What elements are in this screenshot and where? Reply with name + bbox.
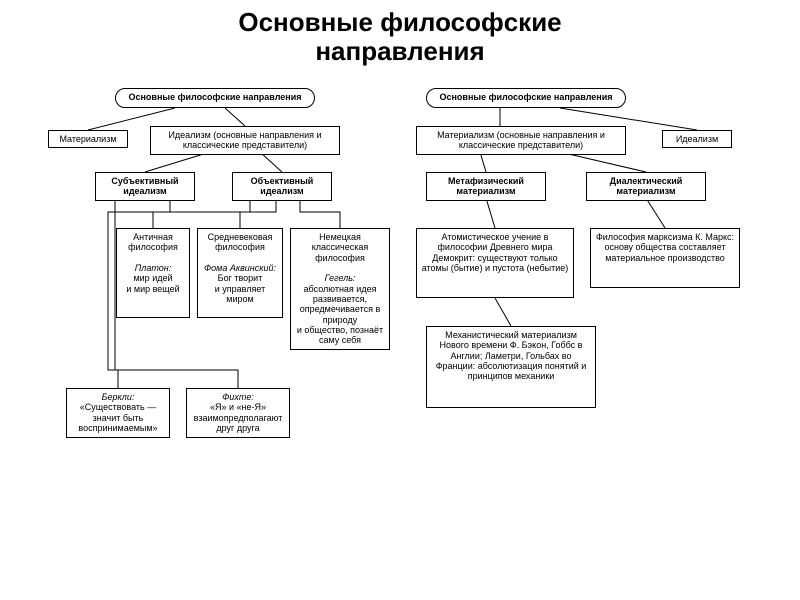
node-R_marx: Философия марксизма К. Маркс: основу общ… bbox=[590, 228, 740, 288]
node-L_obj: Объективный идеализм bbox=[232, 172, 332, 201]
page-title-line1: Основные философские bbox=[238, 7, 561, 37]
edge-R_meta-R_atom bbox=[486, 198, 495, 228]
node-R_root: Основные философские направления bbox=[426, 88, 626, 108]
node-L_root: Основные философские направления bbox=[115, 88, 315, 108]
node-R_mech: Механистический материализм Нового време… bbox=[426, 326, 596, 408]
edge-L_obj-L_med bbox=[240, 198, 276, 228]
edge-R_dial-R_marx bbox=[646, 198, 665, 228]
edge-R_mat-R_dial bbox=[560, 152, 646, 172]
edge-L_idea-L_subj bbox=[145, 152, 210, 172]
node-L_mat: Материализм bbox=[48, 130, 128, 148]
edge-L_obj-L_ger bbox=[300, 198, 340, 228]
node-L_berk: Беркли:«Существовать — значит быть воспр… bbox=[66, 388, 170, 438]
edge-L_root-L_idea bbox=[225, 108, 245, 126]
page-title-line2: направления bbox=[315, 36, 484, 66]
node-R_idea: Идеализм bbox=[662, 130, 732, 148]
node-L_ger: Немецкая классическая философияГегель:аб… bbox=[290, 228, 390, 350]
node-R_atom: Атомистическое учение в философии Древне… bbox=[416, 228, 574, 298]
node-L_med: Средневековая философияФома Аквинский:Бо… bbox=[197, 228, 283, 318]
node-L_idea: Идеализм (основные направления и классич… bbox=[150, 126, 340, 155]
node-L_subj: Субъективный идеализм bbox=[95, 172, 195, 201]
edge-R_atom-R_mech bbox=[495, 298, 511, 326]
edge-R_mat-R_meta bbox=[480, 152, 486, 172]
edge-L_obj-L_ant bbox=[153, 198, 250, 228]
node-R_meta: Метафизический материализм bbox=[426, 172, 546, 201]
edge-L_idea-L_obj bbox=[260, 152, 282, 172]
page-title: Основные философские направления bbox=[0, 8, 800, 65]
node-R_dial: Диалектический материализм bbox=[586, 172, 706, 201]
node-R_mat: Материализм (основные направления и клас… bbox=[416, 126, 626, 155]
node-L_ficht: Фихте:«Я» и «не-Я» взаимопредполагают др… bbox=[186, 388, 290, 438]
node-L_ant: Античная философияПлатон:мир идейи мир в… bbox=[116, 228, 190, 318]
